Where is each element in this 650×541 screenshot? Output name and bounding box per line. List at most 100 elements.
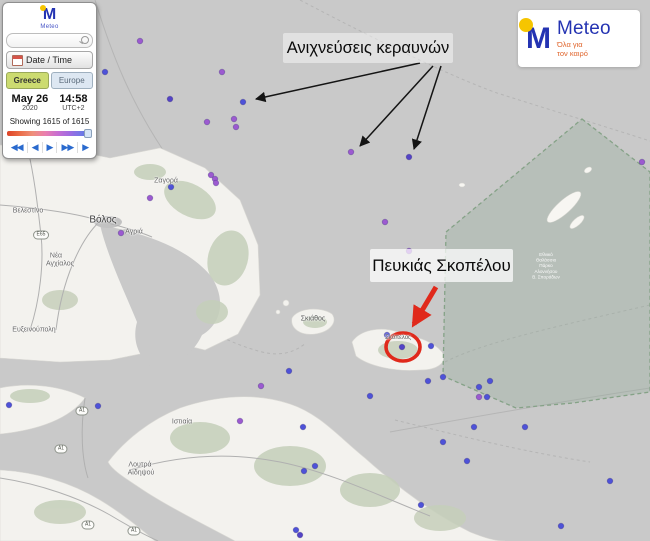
annotation-arrows <box>254 62 442 150</box>
lightning-dot[interactable] <box>439 438 447 446</box>
lightning-dot[interactable] <box>463 457 471 465</box>
panel-logo-wordmark: Meteo <box>40 24 59 30</box>
lightning-dot[interactable] <box>136 37 144 45</box>
meteo-m-icon: M <box>39 5 56 23</box>
playback-controls: ◀◀ ◀ ▶ ▶▶ ▶ <box>6 141 93 153</box>
lightning-dot[interactable] <box>299 423 307 431</box>
date-time-button-label: Date / Time <box>26 55 73 65</box>
region-tabs: Greece Europe <box>6 72 93 89</box>
age-color-gradient <box>7 130 92 136</box>
date-time-button[interactable]: Date / Time <box>6 51 93 69</box>
lightning-dot[interactable] <box>94 402 102 410</box>
lightning-dot[interactable] <box>212 179 220 187</box>
lightning-dot[interactable] <box>239 98 247 106</box>
showing-count-label: Showing 1615 of 1615 <box>9 116 90 126</box>
arrow-to-dot-right <box>411 65 442 150</box>
skip-to-end-icon[interactable]: ▶▶ <box>56 141 77 153</box>
lightning-dot[interactable] <box>292 526 300 534</box>
lightning-dot[interactable] <box>424 377 432 385</box>
date-value: May 26 <box>11 93 49 105</box>
lightning-dot[interactable] <box>101 68 109 76</box>
lightning-dot[interactable] <box>427 342 435 350</box>
lightning-dot[interactable] <box>486 377 494 385</box>
meteo-brand-card: M Meteo Όλα για τον καιρό <box>518 10 640 67</box>
brand-tagline: Όλα για τον καιρό <box>557 39 588 58</box>
lightning-dot[interactable] <box>381 218 389 226</box>
lightning-dot[interactable] <box>285 367 293 375</box>
lightning-dot[interactable] <box>475 383 483 391</box>
arrow-to-dot-left <box>254 62 421 103</box>
slider-handle[interactable] <box>84 128 92 138</box>
lightning-dot[interactable] <box>521 423 529 431</box>
svg-text:Εθνικό: Εθνικό <box>539 251 553 257</box>
forest-patches <box>10 164 466 531</box>
meteo-dot-icon <box>519 17 533 32</box>
svg-text:Β. Σποράδων: Β. Σποράδων <box>532 273 560 279</box>
lightning-dot[interactable] <box>146 194 154 202</box>
meteo-dot-icon <box>39 5 46 11</box>
lightning-dot[interactable] <box>606 477 614 485</box>
lightning-dot[interactable] <box>203 118 211 126</box>
lightning-dot[interactable] <box>557 522 565 530</box>
step-forward-icon[interactable]: ▶ <box>41 141 57 153</box>
lightning-dot[interactable] <box>311 462 319 470</box>
lightning-dot[interactable] <box>218 68 226 76</box>
lightning-dot[interactable] <box>296 531 304 539</box>
play-icon[interactable]: ▶ <box>77 141 92 153</box>
lightning-dot[interactable] <box>470 423 478 431</box>
lightning-dot[interactable] <box>483 393 491 401</box>
svg-text:Θαλάσσιο: Θαλάσσιο <box>536 257 557 263</box>
lightning-dot[interactable] <box>5 401 13 409</box>
lightning-dot[interactable] <box>230 115 238 123</box>
lightning-dot[interactable] <box>117 229 125 237</box>
lightning-dot[interactable] <box>236 417 244 425</box>
red-highlight-circle <box>384 331 422 363</box>
lightning-dot[interactable] <box>167 183 175 191</box>
lightning-dot[interactable] <box>300 467 308 475</box>
pefkias-skopelou-annotation-label: Πευκιάς Σκοπέλου <box>370 249 513 282</box>
lightning-dot[interactable] <box>232 123 240 131</box>
time-value: 14:58 <box>59 93 88 105</box>
svg-text:Αλοννήσου: Αλοννήσου <box>535 268 558 274</box>
arrow-to-dot-middle <box>359 65 434 147</box>
pagasetic-gulf <box>100 225 221 369</box>
lightning-dot[interactable] <box>417 501 425 509</box>
time-color-slider[interactable] <box>7 128 92 138</box>
control-panel: M Meteo Date / Time Greece Europe May 26… <box>2 2 97 159</box>
red-arrow <box>411 285 439 328</box>
lightning-dot[interactable] <box>439 373 447 381</box>
datetime-display: May 26 2020 14:58 UTC+2 <box>6 93 93 113</box>
meteo-m-logo-icon: M <box>519 17 551 56</box>
timezone-value: UTC+2 <box>62 105 85 113</box>
year-value: 2020 <box>22 105 38 113</box>
lightning-dot[interactable] <box>257 382 265 390</box>
roads <box>0 149 431 541</box>
brand-name: Meteo <box>557 17 611 39</box>
lightning-dot[interactable] <box>383 331 391 339</box>
calendar-icon <box>12 54 23 66</box>
svg-text:Πάρκο: Πάρκο <box>539 262 553 268</box>
lightning-dot[interactable] <box>207 171 215 179</box>
lightning-dot[interactable] <box>398 343 406 351</box>
step-back-icon[interactable]: ◀ <box>26 141 42 153</box>
lightning-dot[interactable] <box>166 95 174 103</box>
panel-logo: M Meteo <box>6 5 93 30</box>
sporades-islands <box>458 166 592 229</box>
boundary-lines <box>94 0 650 463</box>
lightning-dot[interactable] <box>366 392 374 400</box>
lightning-annotation-label: Ανιχνεύσεις κεραυνών <box>283 33 453 63</box>
lightning-dot[interactable] <box>475 393 483 401</box>
lightning-dots-layer[interactable] <box>5 37 646 539</box>
skip-to-start-icon[interactable]: ◀◀ <box>10 141 24 152</box>
lightning-dot[interactable] <box>638 158 646 166</box>
search-input[interactable] <box>6 33 93 48</box>
search-icon <box>81 36 89 44</box>
lightning-dot[interactable] <box>405 153 413 161</box>
tab-europe[interactable]: Europe <box>50 72 93 89</box>
tab-greece[interactable]: Greece <box>6 72 49 89</box>
lightning-dot[interactable] <box>347 148 355 156</box>
